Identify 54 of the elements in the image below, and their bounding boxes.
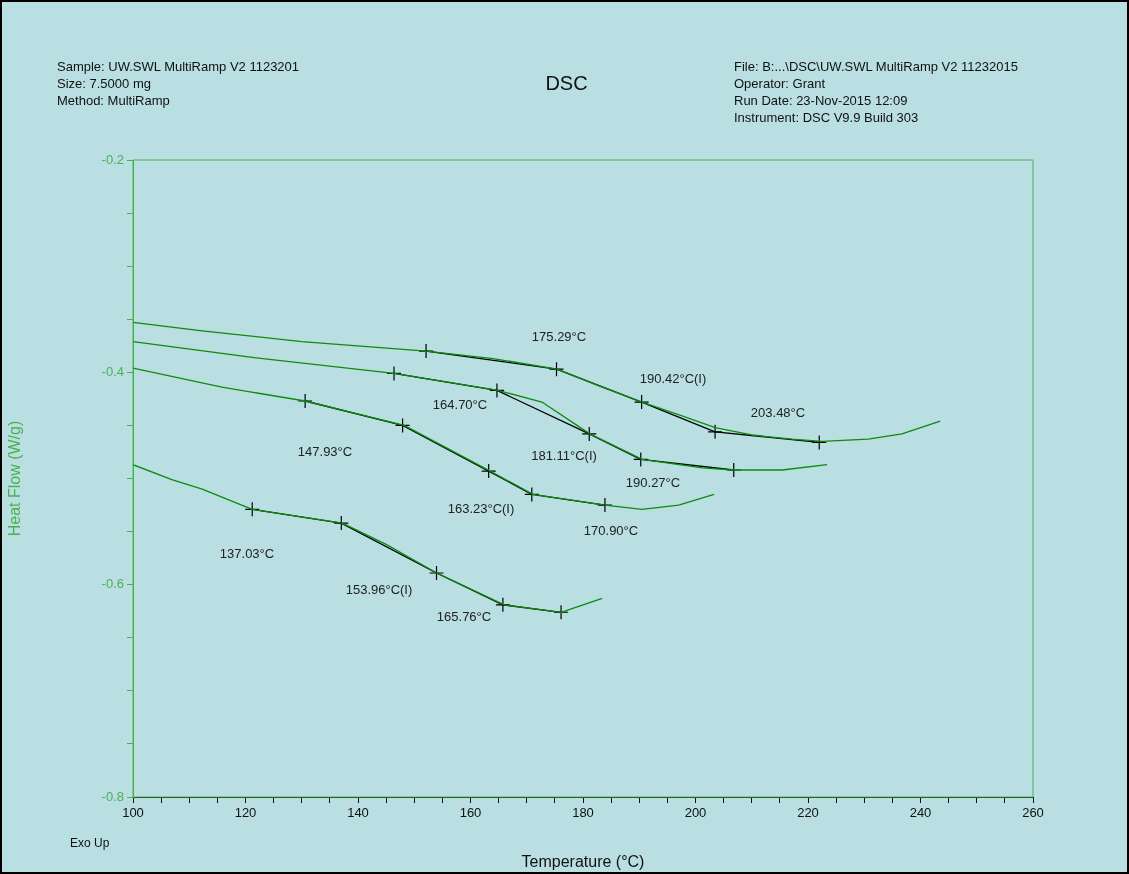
- chart-title: DSC: [545, 72, 588, 94]
- annotation: 153.96°C(I): [345, 581, 413, 597]
- point: [597, 497, 613, 513]
- annotation: 147.93°C: [297, 443, 353, 459]
- point: [395, 417, 411, 434]
- point: [811, 434, 827, 450]
- x-tick-label: 220: [797, 805, 819, 821]
- y-tick-label: -0.4: [101, 363, 124, 379]
- annotation: 164.70°C: [432, 396, 488, 412]
- point: [418, 343, 434, 359]
- point: [386, 365, 402, 381]
- y-tick-label: -0.2: [101, 151, 124, 167]
- y-axis-title: Heat Flow (W/g): [6, 420, 24, 537]
- annotation: 190.27°C: [625, 474, 681, 490]
- point: [428, 565, 445, 581]
- x-tick-label: 140: [347, 805, 369, 821]
- x-tick-label: 200: [684, 805, 707, 821]
- x-tick-label: 160: [459, 805, 482, 821]
- x-tick-label: 120: [234, 805, 257, 821]
- point: [707, 424, 723, 440]
- annotation: 165.76°C: [436, 608, 492, 624]
- point: [495, 597, 511, 613]
- point: [333, 515, 349, 531]
- point: [548, 361, 565, 377]
- text: Instrument: DSC V9.9 Build 303: [734, 109, 920, 126]
- point: [481, 463, 497, 479]
- text: Size: 7.5000 mg: [57, 75, 152, 92]
- point: [489, 382, 505, 398]
- point: [244, 501, 260, 517]
- x-tick-label: 260: [1022, 805, 1044, 821]
- annotation: 170.90°C: [583, 522, 639, 538]
- point: [553, 604, 569, 620]
- y-tick-label: -0.6: [101, 576, 124, 592]
- text: File: B:...\DSC\UW.SWL MultiRamp V2 11232015: [734, 58, 1018, 75]
- annotation: 137.03°C: [219, 545, 275, 561]
- point: [634, 394, 650, 410]
- annotation: 190.42°C(I): [639, 370, 707, 386]
- text: Operator: Grant: [734, 75, 827, 92]
- text: Method: MultiRamp: [57, 92, 171, 109]
- annotation: 181.11°C(I): [531, 447, 597, 463]
- y-tick-label: -0.8: [101, 788, 124, 804]
- annotation: 203.48°C: [750, 404, 806, 420]
- point: [297, 393, 313, 409]
- x-tick-label: 240: [909, 805, 932, 821]
- text: Run Date: 23-Nov-2015 12:09: [734, 92, 909, 109]
- x-axis-title: Temperature (°C): [521, 852, 645, 870]
- point: [524, 486, 540, 503]
- text: Sample: UW.SWL MultiRamp V2 1123201: [57, 58, 300, 75]
- text: Exo Up: [70, 835, 110, 852]
- annotation: 175.29°C: [531, 328, 587, 344]
- point: [581, 426, 597, 442]
- x-tick-label: 100: [122, 805, 144, 821]
- annotation: 163.23°C(I): [447, 500, 515, 516]
- x-tick-label: 180: [572, 805, 594, 821]
